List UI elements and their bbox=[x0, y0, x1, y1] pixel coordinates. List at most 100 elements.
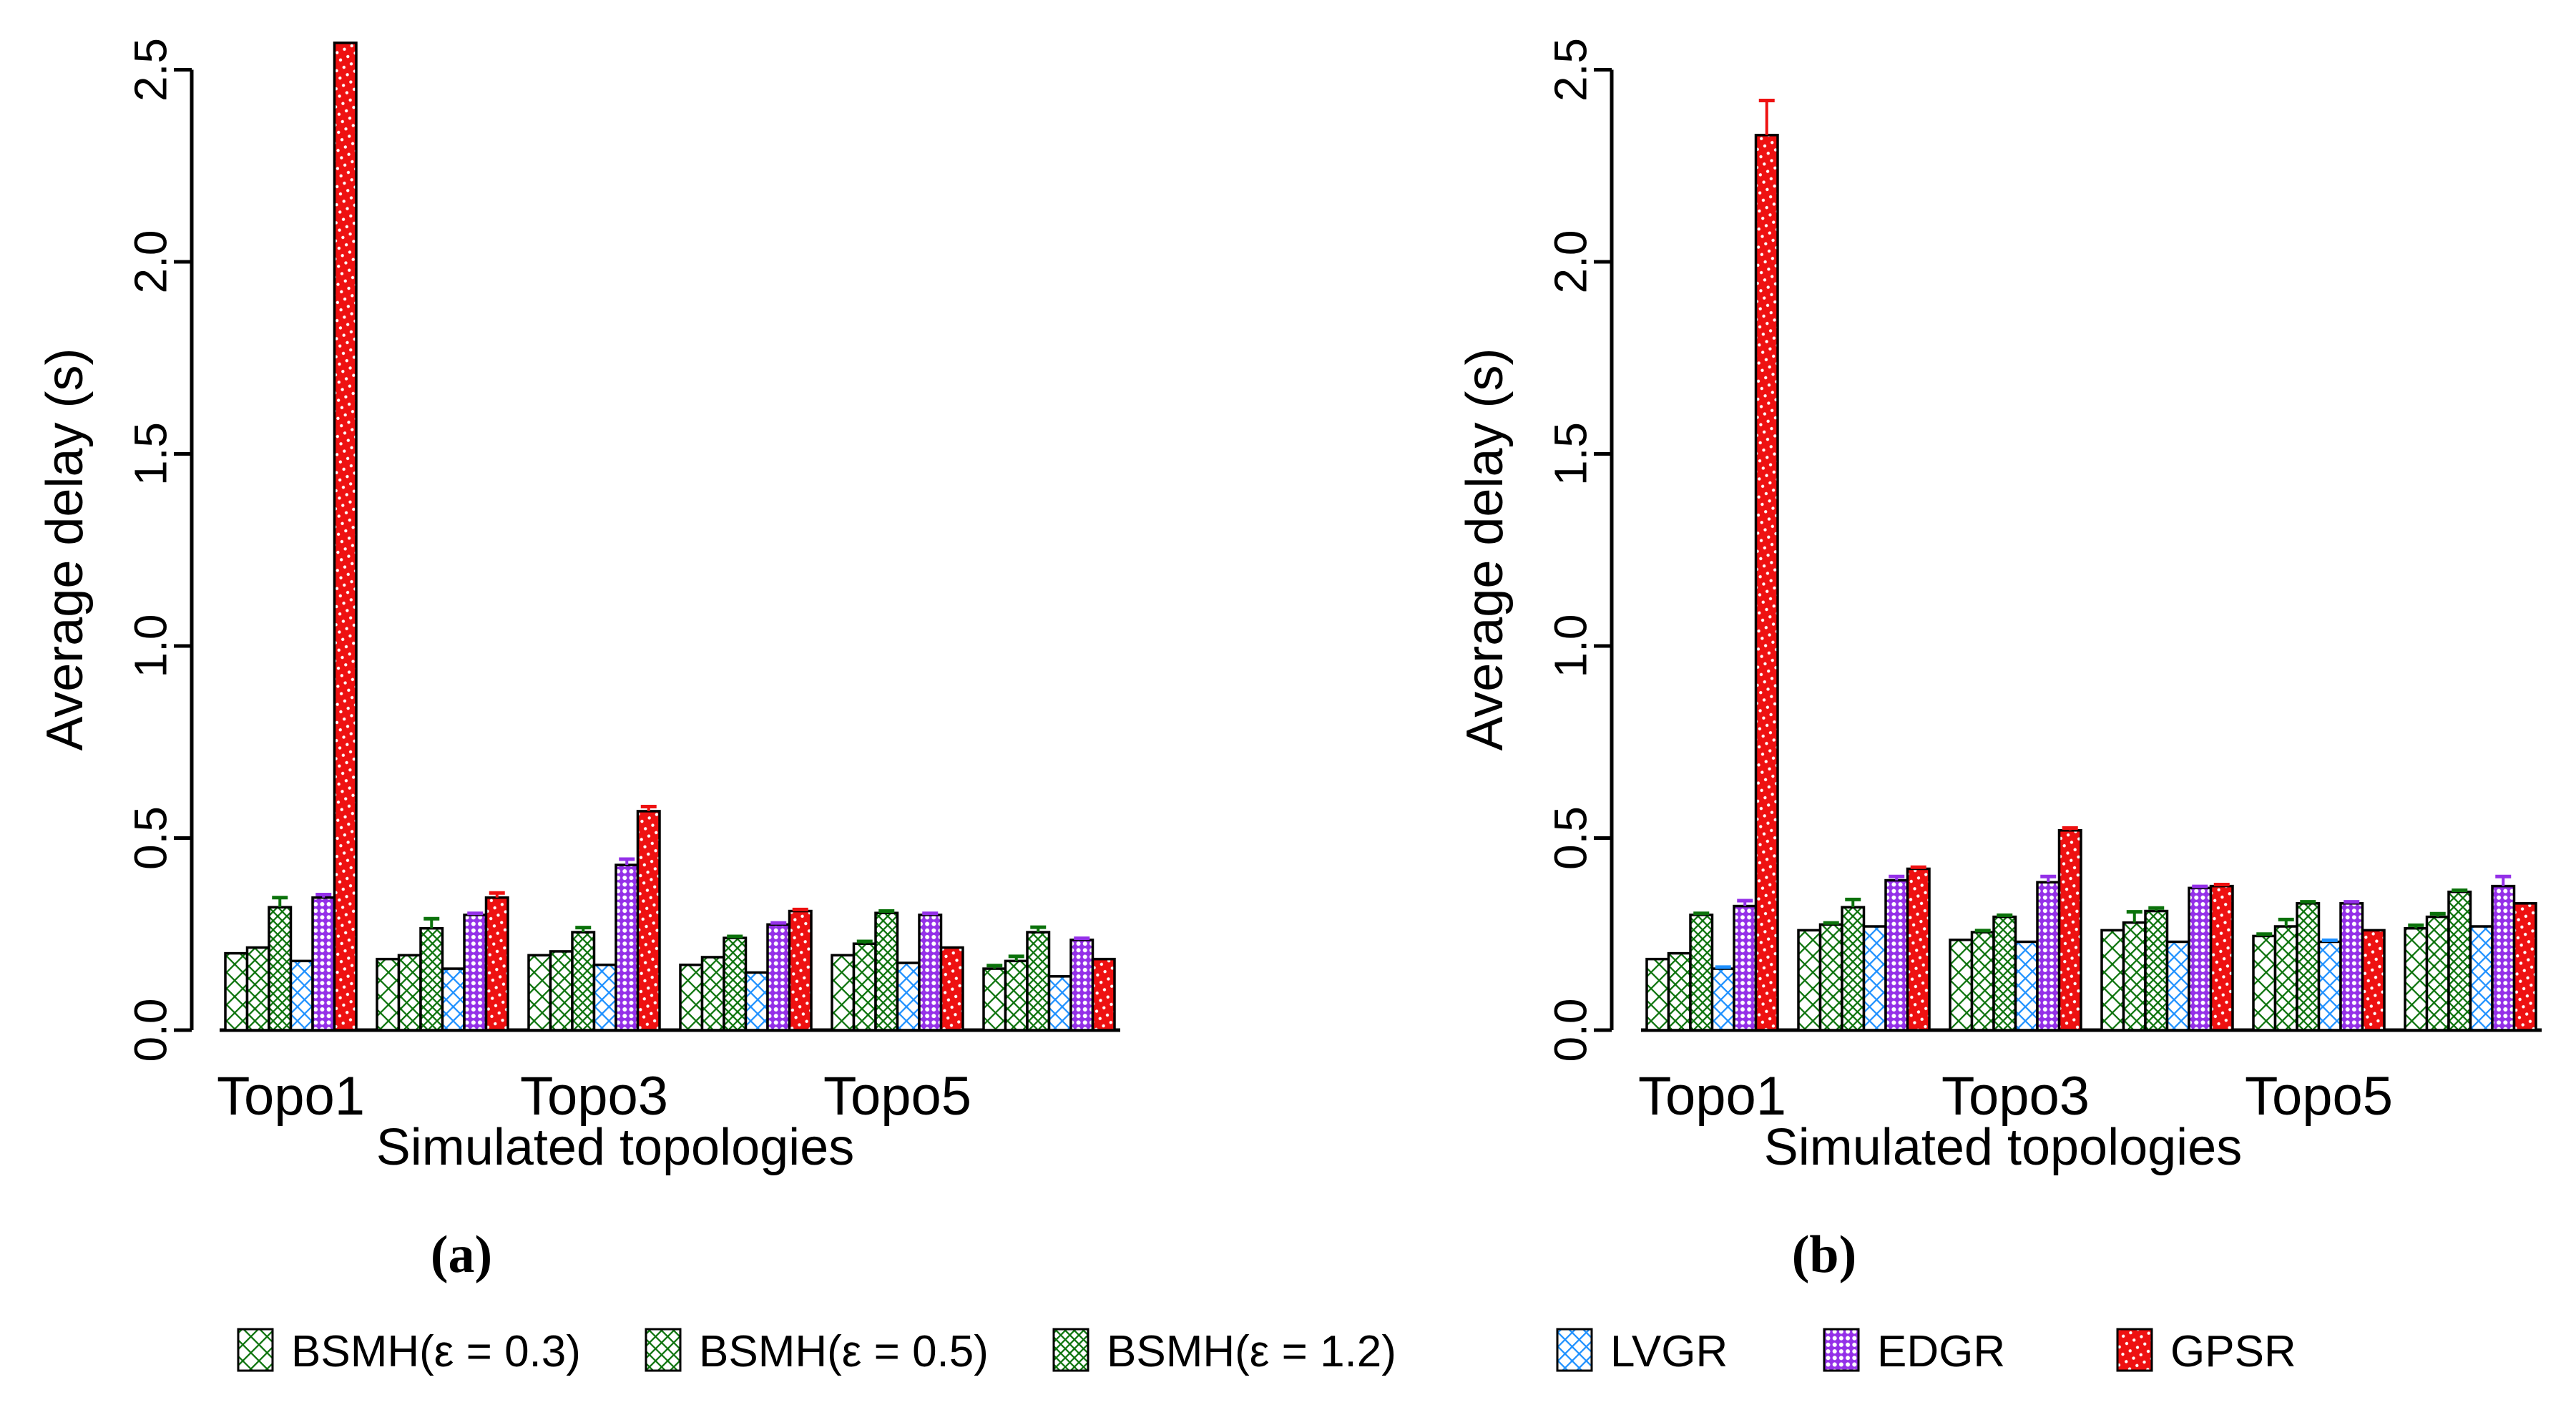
bar-a-topo2-lvgr bbox=[441, 967, 466, 1032]
legend-swatch-bsmh05-icon bbox=[645, 1328, 682, 1372]
bar-b-topo2-edgr bbox=[1884, 878, 1909, 1032]
bar-b-topo3-gpsr bbox=[2057, 829, 2082, 1032]
bar-b-topo4-gpsr bbox=[2209, 884, 2234, 1032]
bar-a-topo6-lvgr bbox=[1047, 975, 1072, 1032]
bar-a-topo5-lvgr bbox=[896, 961, 921, 1032]
y-tick-label-b-2: 1.0 bbox=[1544, 615, 1596, 678]
y-axis-title-b: Average delay (s) bbox=[1456, 348, 1514, 751]
bar-b-topo4-bsmh05 bbox=[2122, 921, 2147, 1032]
caption-a: (a) bbox=[431, 1225, 492, 1284]
bar-b-topo2-bsmh05 bbox=[1818, 923, 1843, 1032]
bar-a-topo1-lvgr bbox=[289, 959, 314, 1032]
legend-label-bsmh05: BSMH(ε = 0.5) bbox=[699, 1327, 989, 1376]
y-tick-label-b-4: 2.0 bbox=[1544, 230, 1596, 294]
bar-a-topo4-edgr bbox=[766, 923, 791, 1032]
bar-b-topo4-lvgr bbox=[2165, 940, 2190, 1032]
bar-b-topo3-bsmh05 bbox=[1970, 931, 1995, 1032]
bar-a-topo6-bsmh03 bbox=[982, 967, 1007, 1032]
legend-label-lvgr: LVGR bbox=[1610, 1327, 1728, 1376]
bar-a-topo3-bsmh03 bbox=[527, 954, 552, 1032]
bar-b-topo3-bsmh12 bbox=[1992, 915, 2017, 1032]
bar-a-topo3-edgr bbox=[614, 863, 640, 1032]
panel-b: 0.0 0.5 1.0 1.5 2.0 2.5 Topo1 Topo3 Topo5Simulat… bbox=[1456, 38, 2542, 1284]
x-axis-title-a: Simulated topologies bbox=[376, 1119, 854, 1176]
bar-b-topo3-bsmh03 bbox=[1949, 939, 1974, 1032]
bar-a-topo4-gpsr bbox=[788, 909, 813, 1032]
bar-a-topo2-edgr bbox=[463, 914, 488, 1032]
y-tick-label-a-4: 2.0 bbox=[124, 230, 176, 294]
bar-a-topo1-bsmh12 bbox=[268, 906, 293, 1032]
y-tick-label-a-1: 0.5 bbox=[124, 806, 176, 870]
y-tick-label-a-3: 1.5 bbox=[124, 422, 176, 486]
x-tick-label-a-2: Topo3 bbox=[520, 1066, 668, 1127]
bar-a-topo4-lvgr bbox=[744, 971, 769, 1032]
bar-b-topo2-lvgr bbox=[1862, 925, 1887, 1032]
bar-a-topo1-bsmh03 bbox=[224, 951, 249, 1032]
bar-a-topo2-bsmh05 bbox=[397, 954, 422, 1032]
y-axis-title-a: Average delay (s) bbox=[36, 348, 94, 751]
y-tick-label-a-5: 2.5 bbox=[124, 38, 176, 102]
bar-a-topo3-lvgr bbox=[592, 963, 617, 1032]
bar-b-topo5-bsmh03 bbox=[2252, 934, 2277, 1032]
bar-b-topo6-bsmh12 bbox=[2447, 890, 2472, 1032]
x-tick-label-b-0: Topo1 bbox=[1638, 1066, 1786, 1127]
x-tick-label-b-2: Topo3 bbox=[1941, 1066, 2090, 1127]
bar-b-topo1-bsmh05 bbox=[1667, 951, 1692, 1032]
caption-b: (b) bbox=[1792, 1225, 1856, 1284]
y-tick-label-b-0: 0.0 bbox=[1544, 999, 1596, 1062]
bar-b-topo2-bsmh12 bbox=[1841, 906, 1866, 1032]
bar-b-topo6-edgr bbox=[2491, 884, 2516, 1032]
legend-swatch-lvgr-icon bbox=[1556, 1328, 1593, 1372]
panel-a: 0.0 0.5 1.0 1.5 2.0 2.5 Topo1 Topo3 Topo5Simulat… bbox=[36, 38, 1120, 1284]
bar-b-topo4-bsmh03 bbox=[2100, 929, 2125, 1032]
x-axis-title-b: Simulated topologies bbox=[1764, 1119, 2242, 1176]
legend-label-bsmh03: BSMH(ε = 0.3) bbox=[291, 1327, 581, 1376]
bar-b-topo2-bsmh03 bbox=[1797, 929, 1822, 1032]
legend-swatch-gpsr-icon bbox=[2116, 1328, 2153, 1372]
bar-b-topo6-bsmh05 bbox=[2425, 915, 2450, 1032]
bar-b-topo4-bsmh12 bbox=[2144, 909, 2169, 1032]
bar-a-topo4-bsmh12 bbox=[723, 936, 748, 1032]
legend-label-edgr: EDGR bbox=[1877, 1327, 2005, 1376]
bar-a-topo5-bsmh05 bbox=[852, 942, 877, 1032]
y-tick-label-b-1: 0.5 bbox=[1544, 806, 1596, 870]
bar-a-topo4-bsmh03 bbox=[679, 963, 704, 1032]
bar-b-topo6-gpsr bbox=[2512, 902, 2537, 1032]
bar-a-topo5-bsmh03 bbox=[831, 954, 856, 1032]
bar-b-topo1-gpsr bbox=[1754, 134, 1779, 1032]
y-tick-label-b-5: 2.5 bbox=[1544, 38, 1596, 102]
legend-label-gpsr: GPSR bbox=[2170, 1327, 2296, 1376]
bar-a-topo3-gpsr bbox=[636, 810, 661, 1032]
bar-b-topo1-edgr bbox=[1733, 904, 1758, 1032]
bar-b-topo5-bsmh12 bbox=[2296, 902, 2321, 1032]
legend-label-bsmh12: BSMH(ε = 1.2) bbox=[1107, 1327, 1396, 1376]
bar-a-topo6-gpsr bbox=[1091, 957, 1116, 1032]
y-tick-label-b-3: 1.5 bbox=[1544, 422, 1596, 486]
bar-a-topo5-gpsr bbox=[939, 946, 964, 1032]
x-tick-label-b-4: Topo5 bbox=[2245, 1066, 2393, 1127]
y-tick-label-a-0: 0.0 bbox=[124, 999, 176, 1062]
bar-b-topo5-lvgr bbox=[2317, 940, 2342, 1032]
bar-a-topo6-bsmh12 bbox=[1026, 931, 1051, 1032]
bar-a-topo5-edgr bbox=[918, 914, 943, 1032]
bar-b-topo2-gpsr bbox=[1906, 867, 1931, 1032]
bar-b-topo6-bsmh03 bbox=[2404, 926, 2429, 1032]
y-tick-label-a-2: 1.0 bbox=[124, 615, 176, 678]
x-tick-label-a-4: Topo5 bbox=[823, 1066, 971, 1127]
bar-b-topo3-lvgr bbox=[2014, 940, 2039, 1032]
bar-b-topo3-edgr bbox=[2036, 881, 2061, 1032]
bar-a-topo4-bsmh05 bbox=[700, 956, 725, 1032]
legend: BSMH(ε = 0.3) BSMH(ε = 0.5) BSMH(ε = 1.2) L… bbox=[237, 1327, 2296, 1376]
bar-b-topo5-edgr bbox=[2339, 902, 2364, 1032]
bar-a-topo6-edgr bbox=[1069, 939, 1094, 1032]
bar-b-topo1-lvgr bbox=[1710, 967, 1735, 1032]
bar-a-topo3-bsmh12 bbox=[571, 931, 596, 1032]
bar-b-topo5-bsmh05 bbox=[2273, 925, 2298, 1032]
legend-swatch-bsmh12-icon bbox=[1052, 1328, 1089, 1372]
bar-b-topo1-bsmh03 bbox=[1645, 957, 1670, 1032]
bar-b-topo6-lvgr bbox=[2469, 925, 2494, 1032]
bar-a-topo3-bsmh05 bbox=[549, 950, 574, 1032]
bar-a-topo1-edgr bbox=[311, 896, 336, 1032]
